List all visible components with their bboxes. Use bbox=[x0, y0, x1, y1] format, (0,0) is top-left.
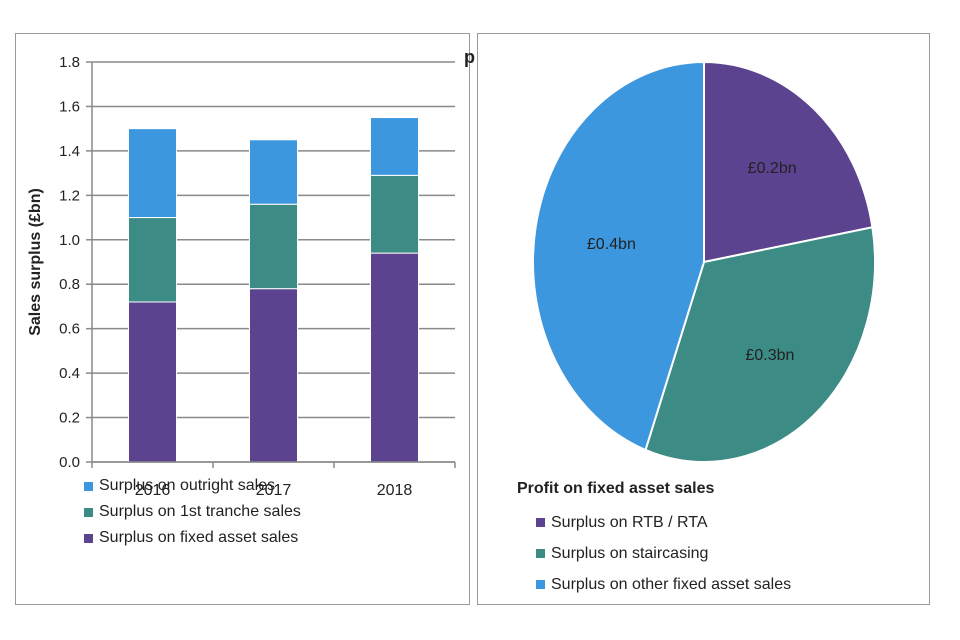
legend-swatch bbox=[84, 507, 93, 517]
legend-swatch bbox=[536, 518, 545, 527]
y-tick-label: 0.6 bbox=[59, 321, 80, 338]
y-tick-label: 1.6 bbox=[59, 98, 80, 115]
bar-segment bbox=[128, 217, 177, 303]
pie-data-label: £0.4bn bbox=[587, 236, 636, 253]
legend-item: Surplus on fixed asset sales bbox=[84, 525, 301, 551]
y-tick-label: 1.8 bbox=[59, 54, 80, 71]
bar-segment bbox=[249, 139, 298, 205]
bar-segment bbox=[370, 174, 419, 254]
bar-segment bbox=[370, 117, 419, 176]
y-tick-label: 0.4 bbox=[59, 365, 80, 382]
legend-label: Surplus on 1st tranche sales bbox=[99, 503, 301, 520]
legend-swatch bbox=[84, 533, 93, 543]
bar-segment bbox=[128, 128, 177, 219]
legend-swatch bbox=[84, 481, 93, 491]
pie-data-label: £0.2bn bbox=[748, 160, 797, 177]
legend-item: Surplus on RTB / RTA bbox=[536, 507, 791, 538]
legend-label: Surplus on staircasing bbox=[551, 544, 709, 562]
legend-label: Surplus on fixed asset sales bbox=[99, 529, 299, 546]
clipped-title-fragment: p bbox=[464, 47, 475, 67]
legend-swatch bbox=[536, 549, 545, 558]
y-axis-label: Sales surplus (£bn) bbox=[27, 188, 44, 336]
bar-segment bbox=[249, 203, 298, 290]
legend-label: Surplus on RTB / RTA bbox=[551, 513, 708, 531]
pie-legend: Surplus on RTB / RTA Surplus on staircasi… bbox=[536, 507, 791, 600]
y-tick-label: 1.0 bbox=[59, 232, 80, 249]
bar-segment bbox=[249, 288, 298, 463]
pie-data-label: £0.3bn bbox=[745, 347, 794, 364]
y-tick-label: 0.2 bbox=[59, 410, 80, 427]
legend-label: Surplus on other fixed asset sales bbox=[551, 575, 792, 593]
legend-item: Surplus on outright sales bbox=[84, 473, 301, 499]
legend-label: Surplus on outright sales bbox=[99, 477, 276, 494]
pie-slice bbox=[703, 60, 874, 264]
pie-slice bbox=[531, 60, 705, 452]
legend-swatch bbox=[536, 580, 545, 589]
legend-item: Surplus on staircasing bbox=[536, 538, 791, 569]
pie-slice bbox=[644, 226, 876, 463]
legend-item: Surplus on 1st tranche sales bbox=[84, 499, 301, 525]
y-tick-label: 1.4 bbox=[59, 143, 80, 160]
x-tick-label: 2018 bbox=[377, 482, 413, 499]
x-tick-label: 2017 bbox=[256, 482, 292, 499]
pie-title: Profit on fixed asset sales bbox=[517, 480, 715, 497]
y-tick-label: 0.8 bbox=[59, 276, 80, 293]
bar-legend: Surplus on outright sales Surplus on 1st … bbox=[84, 473, 301, 551]
y-tick-label: 0.0 bbox=[59, 454, 80, 471]
legend-item: Surplus on other fixed asset sales bbox=[536, 569, 791, 600]
x-tick-label: 2016 bbox=[135, 482, 171, 499]
y-tick-label: 1.2 bbox=[59, 187, 80, 204]
